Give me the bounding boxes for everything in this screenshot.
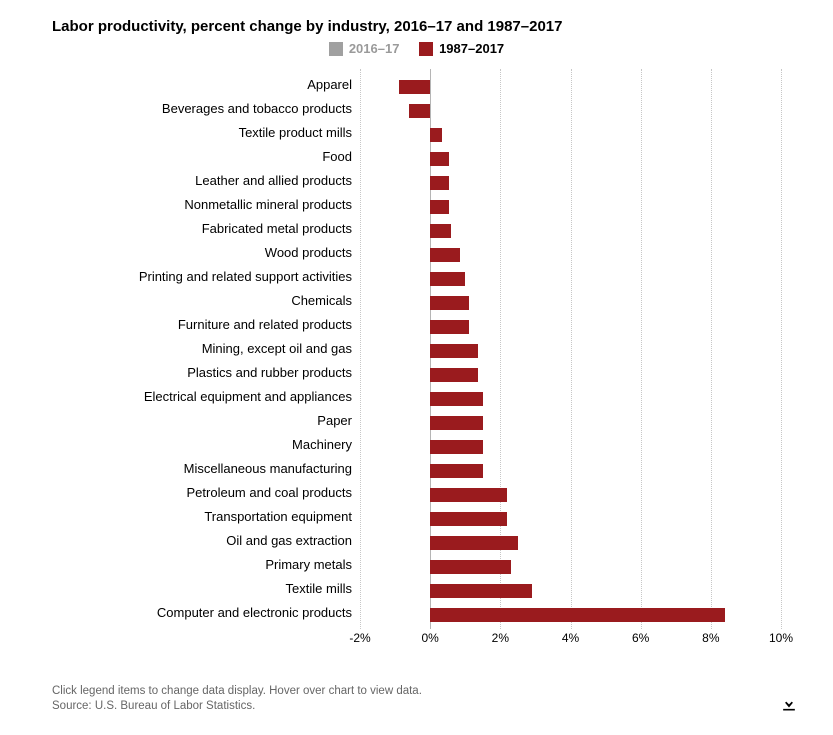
bar[interactable] xyxy=(430,440,483,454)
bar[interactable] xyxy=(430,368,477,382)
legend-item-1987-2017[interactable]: 1987–2017 xyxy=(419,41,504,56)
x-tick: 0% xyxy=(421,631,438,645)
category-label: Chemicals xyxy=(291,294,352,308)
category-label: Beverages and tobacco products xyxy=(162,102,352,116)
category-label: Food xyxy=(322,150,352,164)
category-label: Paper xyxy=(317,414,352,428)
legend-item-2016-17[interactable]: 2016–17 xyxy=(329,41,400,56)
legend: 2016–17 1987–2017 xyxy=(28,41,805,59)
x-axis: -2%0%2%4%6%8%10% xyxy=(360,631,781,651)
category-label: Petroleum and coal products xyxy=(187,486,352,500)
legend-swatch-1987-2017 xyxy=(419,42,433,56)
bar[interactable] xyxy=(430,608,725,622)
gridline xyxy=(571,69,572,629)
category-label: Furniture and related products xyxy=(178,318,352,332)
bar[interactable] xyxy=(430,536,518,550)
bar[interactable] xyxy=(430,176,449,190)
category-label: Mining, except oil and gas xyxy=(202,342,352,356)
bar[interactable] xyxy=(430,272,465,286)
category-label: Electrical equipment and appliances xyxy=(144,390,352,404)
x-tick: 6% xyxy=(632,631,649,645)
category-label: Nonmetallic mineral products xyxy=(184,198,352,212)
category-label: Wood products xyxy=(265,246,352,260)
category-label: Miscellaneous manufacturing xyxy=(184,462,352,476)
bar[interactable] xyxy=(430,464,483,478)
bar[interactable] xyxy=(430,320,469,334)
category-label: Primary metals xyxy=(265,558,352,572)
bar[interactable] xyxy=(430,416,483,430)
category-label: Computer and electronic products xyxy=(157,606,352,620)
bar[interactable] xyxy=(430,584,532,598)
plot-area[interactable]: -2%0%2%4%6%8%10% xyxy=(360,69,781,629)
gridline xyxy=(781,69,782,629)
chart-footer: Click legend items to change data displa… xyxy=(52,684,422,715)
gridline xyxy=(641,69,642,629)
category-label: Printing and related support activities xyxy=(139,270,352,284)
category-label: Textile mills xyxy=(286,582,352,596)
category-label: Fabricated metal products xyxy=(202,222,352,236)
category-label: Oil and gas extraction xyxy=(226,534,352,548)
download-icon[interactable] xyxy=(779,693,799,713)
gridline xyxy=(360,69,361,629)
bar[interactable] xyxy=(430,152,449,166)
category-label: Leather and allied products xyxy=(195,174,352,188)
x-tick: 8% xyxy=(702,631,719,645)
bar[interactable] xyxy=(430,488,507,502)
bar[interactable] xyxy=(430,512,507,526)
legend-swatch-2016-17 xyxy=(329,42,343,56)
category-label: Textile product mills xyxy=(239,126,352,140)
bar[interactable] xyxy=(430,128,442,142)
chart-area: Apparel Beverages and tobacco products Tex… xyxy=(52,65,781,659)
bar[interactable] xyxy=(430,560,511,574)
x-tick: 4% xyxy=(562,631,579,645)
x-tick: 10% xyxy=(769,631,793,645)
bar[interactable] xyxy=(430,224,451,238)
category-label: Machinery xyxy=(292,438,352,452)
x-tick: 2% xyxy=(492,631,509,645)
category-label: Apparel xyxy=(307,78,352,92)
bar[interactable] xyxy=(430,248,460,262)
bar[interactable] xyxy=(399,80,431,94)
bar[interactable] xyxy=(430,344,477,358)
legend-label-1987-2017: 1987–2017 xyxy=(439,41,504,56)
category-label: Plastics and rubber products xyxy=(187,366,352,380)
chart-container: Labor productivity, percent change by in… xyxy=(0,0,833,735)
category-label: Transportation equipment xyxy=(204,510,352,524)
chart-source: Source: U.S. Bureau of Labor Statistics. xyxy=(52,700,255,712)
category-labels: Apparel Beverages and tobacco products Tex… xyxy=(52,65,352,659)
x-tick: -2% xyxy=(349,631,370,645)
gridline xyxy=(711,69,712,629)
bar[interactable] xyxy=(409,104,430,118)
bar[interactable] xyxy=(430,200,449,214)
bar[interactable] xyxy=(430,296,469,310)
chart-title: Labor productivity, percent change by in… xyxy=(52,18,805,35)
legend-label-2016-17: 2016–17 xyxy=(349,41,400,56)
bar[interactable] xyxy=(430,392,483,406)
legend-hint: Click legend items to change data displa… xyxy=(52,685,422,697)
